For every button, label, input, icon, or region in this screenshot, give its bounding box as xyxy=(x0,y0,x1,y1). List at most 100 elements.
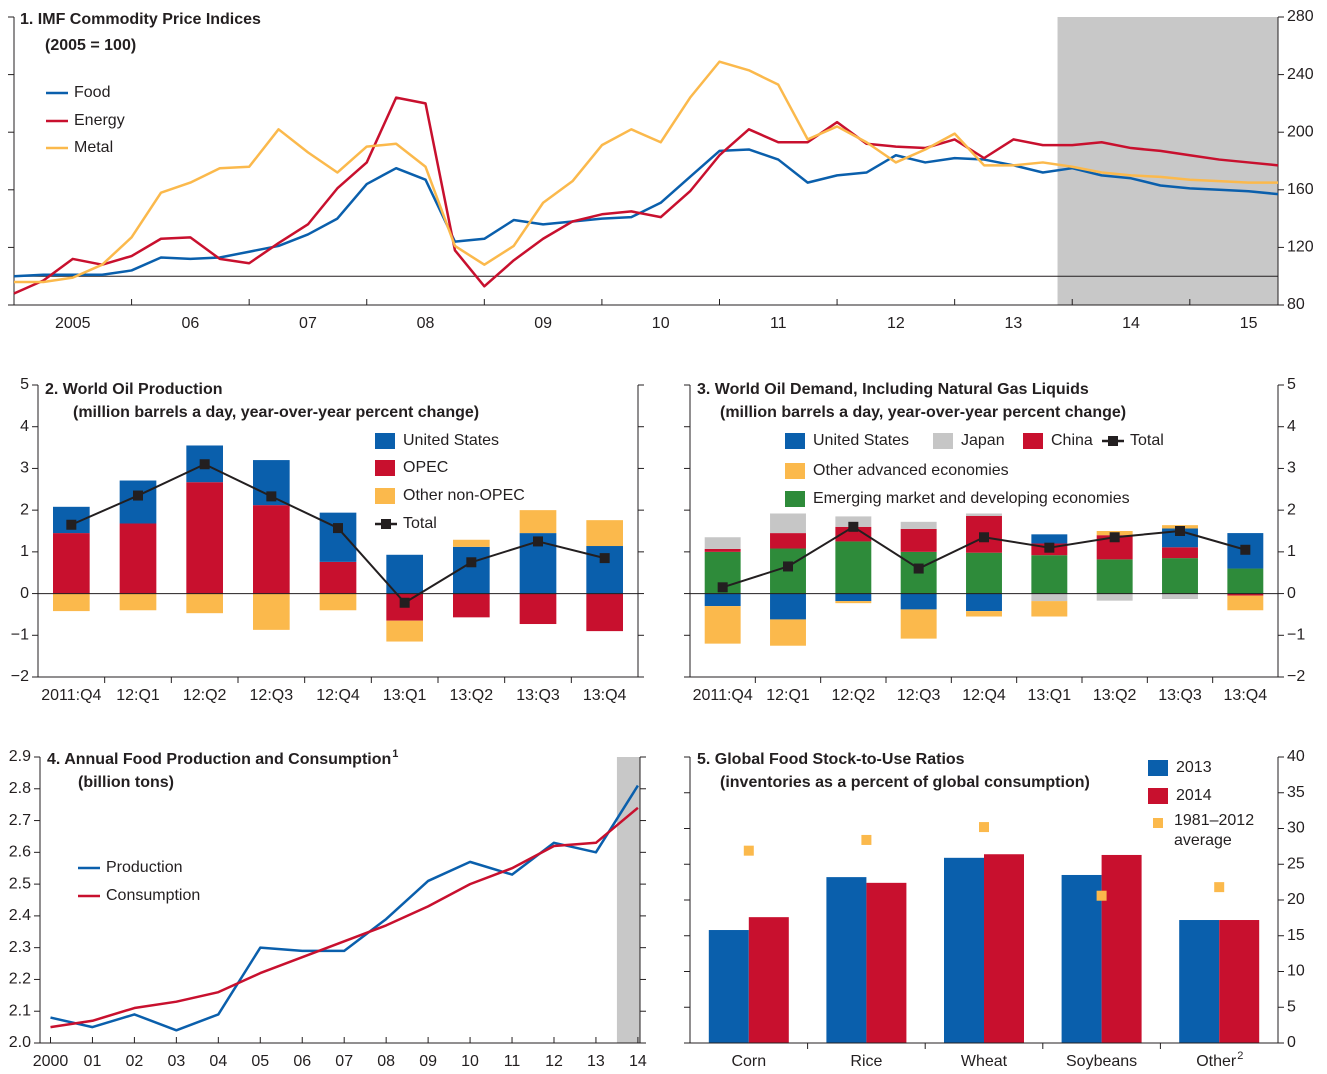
x-tick-label: 13:Q4 xyxy=(1224,687,1268,704)
x-tick-label: 03 xyxy=(167,1053,185,1070)
x-tick-label: 10 xyxy=(652,315,670,332)
x-tick-label: 12:Q1 xyxy=(116,687,160,704)
bar-segment xyxy=(1162,593,1198,599)
x-tick-label: 04 xyxy=(209,1053,227,1070)
y-tick-label: 40 xyxy=(1287,748,1305,765)
bar xyxy=(1101,854,1142,1043)
bar-segment xyxy=(119,593,157,611)
legend-swatch xyxy=(785,491,805,507)
x-tick-label: 07 xyxy=(299,315,317,332)
legend-label: United States xyxy=(403,432,499,449)
bar-segment xyxy=(966,593,1002,612)
x-tick-label: 15 xyxy=(1240,315,1258,332)
bar-segment xyxy=(835,541,872,594)
y-tick-label: −2 xyxy=(1287,668,1305,685)
legend-marker xyxy=(381,519,391,529)
y-tick-label: −2 xyxy=(11,668,29,685)
line-marker xyxy=(66,519,77,530)
x-tick-label: 13 xyxy=(1005,315,1023,332)
bar-segment xyxy=(1031,555,1068,594)
legend-swatch xyxy=(933,433,953,449)
bar xyxy=(826,877,867,1043)
bar-segment xyxy=(53,533,90,594)
bar-segment xyxy=(119,480,157,524)
chart-subtitle: (inventories as a percent of global cons… xyxy=(720,774,1090,791)
y-tick-label: 3 xyxy=(20,460,29,477)
x-tick-label: 11 xyxy=(770,315,787,332)
legend-label: Production xyxy=(106,859,183,876)
bar-segment xyxy=(966,513,1002,516)
bar-segment xyxy=(1162,547,1198,559)
legend-label: Other non-OPEC xyxy=(403,487,525,504)
bar-segment xyxy=(704,537,741,549)
line-marker xyxy=(913,563,924,574)
bar-segment xyxy=(319,561,357,594)
y-tick-label: 2 xyxy=(1287,501,1296,518)
line-marker xyxy=(783,561,793,572)
x-tick-label: 09 xyxy=(419,1053,437,1070)
category-footnote: 2 xyxy=(1237,1050,1243,1062)
x-tick-label: 10 xyxy=(461,1053,479,1070)
x-tick-label: 2011:Q4 xyxy=(41,687,101,704)
bar-segment xyxy=(900,593,937,610)
y-tick-label: 1 xyxy=(1287,543,1296,560)
point-marker xyxy=(861,834,872,845)
legend-swatch xyxy=(375,488,395,504)
bar-segment xyxy=(770,593,806,620)
line-marker xyxy=(466,557,477,568)
y-tick-label: 3 xyxy=(1287,460,1296,477)
bar-segment xyxy=(186,482,223,594)
y-tick-label: 25 xyxy=(1287,855,1305,872)
y-tick-label: 2.2 xyxy=(9,971,31,988)
bar-segment xyxy=(835,516,872,527)
x-tick-label: 12 xyxy=(545,1053,563,1070)
bar-segment xyxy=(770,513,806,534)
legend-swatch xyxy=(1153,818,1163,828)
line-marker xyxy=(599,553,610,564)
line-marker xyxy=(1175,526,1185,536)
x-tick-label: 11 xyxy=(504,1053,521,1070)
y-tick-label: 0 xyxy=(1287,1034,1296,1051)
point-marker xyxy=(743,845,754,856)
legend-label: 2014 xyxy=(1176,787,1212,804)
y-tick-label: −1 xyxy=(1287,627,1305,644)
legend-swatch xyxy=(1023,433,1043,449)
x-tick-label: 12:Q3 xyxy=(250,687,294,704)
line-marker xyxy=(133,490,143,501)
y-tick-label: 200 xyxy=(1287,123,1314,140)
x-tick-label: 2005 xyxy=(55,315,91,332)
x-tick-label: 13 xyxy=(587,1053,605,1070)
x-tick-label: 12:Q3 xyxy=(897,687,941,704)
line-marker xyxy=(848,521,859,532)
x-tick-label: 12:Q1 xyxy=(766,687,810,704)
chart-subtitle: (million barrels a day, year-over-year p… xyxy=(73,404,479,421)
chart-title: 1. IMF Commodity Price Indices xyxy=(20,11,261,28)
legend-label: OPEC xyxy=(403,459,448,476)
y-tick-label: 2.4 xyxy=(9,907,31,924)
y-tick-label: 2.0 xyxy=(9,1034,31,1051)
bar xyxy=(1179,920,1220,1043)
y-tick-label: 2.9 xyxy=(9,748,31,765)
bar-segment xyxy=(1031,593,1068,602)
point-marker xyxy=(1096,890,1107,901)
y-tick-label: 20 xyxy=(1287,891,1305,908)
bar-segment xyxy=(966,552,1002,594)
chart-title: 5. Global Food Stock-to-Use Ratios xyxy=(697,751,965,768)
legend-label: Total xyxy=(1130,432,1164,449)
x-tick-label: 08 xyxy=(377,1053,395,1070)
y-tick-label: 15 xyxy=(1287,927,1305,944)
bar-segment xyxy=(386,620,423,642)
point-marker xyxy=(1214,882,1225,893)
series-line xyxy=(13,148,1279,278)
legend-label: Japan xyxy=(961,432,1005,449)
legend-item: 1981–2012 average xyxy=(1174,812,1254,849)
bar-segment xyxy=(770,619,806,646)
bar-segment xyxy=(835,526,872,542)
y-tick-label: 2.3 xyxy=(9,939,31,956)
bar-segment xyxy=(900,609,937,639)
bar-segment xyxy=(119,523,157,594)
line-marker xyxy=(717,582,728,593)
bar xyxy=(984,854,1024,1043)
